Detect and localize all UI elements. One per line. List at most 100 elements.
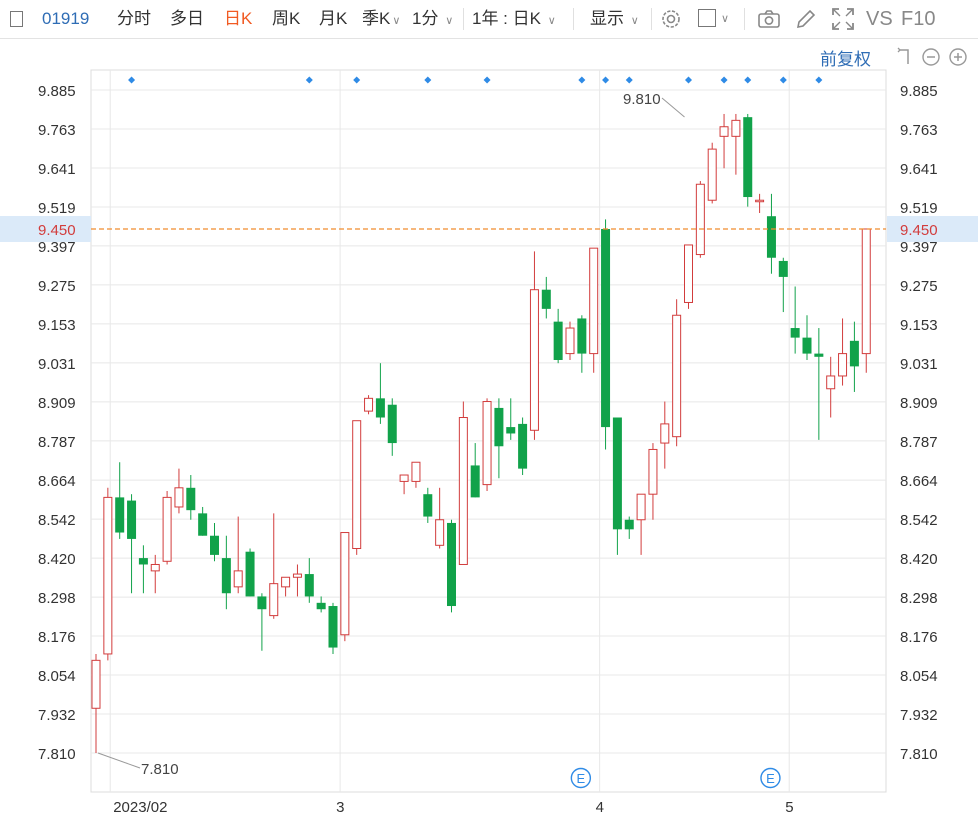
candle-body-down[interactable] <box>138 558 148 565</box>
candle-body-up[interactable] <box>340 532 350 636</box>
candle-body-down[interactable] <box>601 228 611 428</box>
tab-quarterly-k[interactable]: 季K ∨ <box>362 0 400 38</box>
zoom-in-icon[interactable] <box>948 47 968 67</box>
candle-body-down[interactable] <box>766 216 776 258</box>
candle-body-up[interactable] <box>648 448 658 495</box>
candle-body-up[interactable] <box>458 417 468 565</box>
candle-body-up[interactable] <box>292 573 302 578</box>
candle-body-up[interactable] <box>435 519 445 546</box>
candle-body-up[interactable] <box>731 119 741 137</box>
candle-body-up[interactable] <box>684 244 693 303</box>
fullscreen-icon[interactable] <box>830 6 856 32</box>
candle-body-up[interactable] <box>91 659 101 709</box>
candle-body-up[interactable] <box>233 570 243 588</box>
candle-body-up[interactable] <box>826 375 836 390</box>
candle-body-down[interactable] <box>186 487 196 511</box>
event-marker-icon[interactable] <box>815 76 823 84</box>
chevron-down-icon[interactable]: ∨ <box>721 13 730 25</box>
candle-body-down[interactable] <box>127 500 137 539</box>
candle-body-up[interactable] <box>589 247 599 355</box>
candle-body-down[interactable] <box>577 318 587 354</box>
candle-body-up[interactable] <box>399 474 409 482</box>
range-select[interactable]: 1年 : 日K ∨ <box>472 0 556 38</box>
stock-code[interactable]: 01919 <box>42 9 90 28</box>
candle-body-down[interactable] <box>198 513 208 536</box>
pencil-icon[interactable] <box>793 6 819 32</box>
candle-body-up[interactable] <box>162 496 172 562</box>
candle-body-up[interactable] <box>755 199 765 203</box>
candle-body-down[interactable] <box>245 551 255 597</box>
candle-body-up[interactable] <box>636 493 646 521</box>
candle-body-down[interactable] <box>494 407 504 447</box>
price-adjust-select[interactable]: 前复权 <box>820 50 871 69</box>
candle-body-down[interactable] <box>210 535 219 555</box>
reset-icon[interactable] <box>894 47 914 67</box>
tab-multi-day[interactable]: 多日 <box>170 9 204 28</box>
zoom-out-icon[interactable] <box>921 47 941 67</box>
candle-body-down[interactable] <box>470 465 480 498</box>
candle-body-up[interactable] <box>707 148 717 201</box>
candle-body-up[interactable] <box>719 126 729 137</box>
candle-body-down[interactable] <box>790 328 800 338</box>
event-marker-icon[interactable] <box>602 76 610 84</box>
tab-weekly-k[interactable]: 周K <box>272 9 301 28</box>
candle-body-down[interactable] <box>221 558 231 594</box>
candle-body-down[interactable] <box>802 337 812 354</box>
candle-body-up[interactable] <box>364 397 374 412</box>
candle-body-down[interactable] <box>375 398 385 418</box>
candle-body-down[interactable] <box>423 494 433 517</box>
candle-body-down[interactable] <box>506 427 516 434</box>
event-marker-icon[interactable] <box>424 76 432 84</box>
event-e-marker[interactable] <box>570 767 592 789</box>
candle-body-down[interactable] <box>814 353 824 357</box>
gear-icon[interactable] <box>658 6 684 32</box>
sidebar-toggle-icon[interactable] <box>10 11 23 27</box>
compare-button[interactable]: VS <box>866 8 893 30</box>
candle-body-down[interactable] <box>541 289 551 309</box>
candle-body-up[interactable] <box>482 401 492 486</box>
camera-icon[interactable] <box>756 6 782 32</box>
display-select[interactable]: 显示 ∨ <box>590 0 639 38</box>
event-marker-icon[interactable] <box>353 76 361 84</box>
event-marker-icon[interactable] <box>720 76 728 84</box>
candle-body-up[interactable] <box>411 461 421 482</box>
candle-body-up[interactable] <box>529 289 539 431</box>
candle-body-up[interactable] <box>838 353 848 377</box>
event-marker-icon[interactable] <box>578 76 586 84</box>
candle-body-down[interactable] <box>612 417 622 530</box>
candle-body-up[interactable] <box>150 563 160 572</box>
candle-body-up[interactable] <box>174 487 184 508</box>
candle-body-down[interactable] <box>518 423 528 469</box>
candle-body-down[interactable] <box>624 519 634 530</box>
event-e-marker[interactable] <box>760 767 781 789</box>
event-marker-icon[interactable] <box>744 76 752 84</box>
event-marker-icon[interactable] <box>483 76 491 84</box>
candle-body-up[interactable] <box>352 420 362 550</box>
event-marker-icon[interactable] <box>305 76 313 84</box>
candle-body-down[interactable] <box>328 606 338 648</box>
candle-body-down[interactable] <box>553 321 563 360</box>
candle-body-up[interactable] <box>695 183 705 256</box>
event-marker-icon[interactable] <box>685 76 692 84</box>
event-marker-icon[interactable] <box>625 76 633 84</box>
candle-body-down[interactable] <box>849 340 859 367</box>
candle-body-down[interactable] <box>447 522 456 607</box>
candle-body-up[interactable] <box>281 576 291 588</box>
tab-monthly-k[interactable]: 月K <box>319 9 348 28</box>
minute-select[interactable]: 1分 ∨ <box>412 0 453 38</box>
f10-button[interactable]: F10 <box>901 8 936 30</box>
candle-body-down[interactable] <box>743 117 753 198</box>
candle-body-up[interactable] <box>861 228 871 355</box>
candle-body-up[interactable] <box>103 496 113 655</box>
candle-body-down[interactable] <box>316 602 326 610</box>
candle-body-down[interactable] <box>304 574 314 597</box>
tab-daily-k[interactable]: 日K <box>224 9 253 28</box>
candle-body-down[interactable] <box>257 596 267 610</box>
candle-body-up[interactable] <box>672 314 682 438</box>
candle-body-down[interactable] <box>387 404 397 444</box>
tab-intraday[interactable]: 分时 <box>117 9 151 28</box>
candle-body-up[interactable] <box>269 583 279 617</box>
event-marker-icon[interactable] <box>128 76 136 84</box>
candle-body-up[interactable] <box>565 327 575 355</box>
